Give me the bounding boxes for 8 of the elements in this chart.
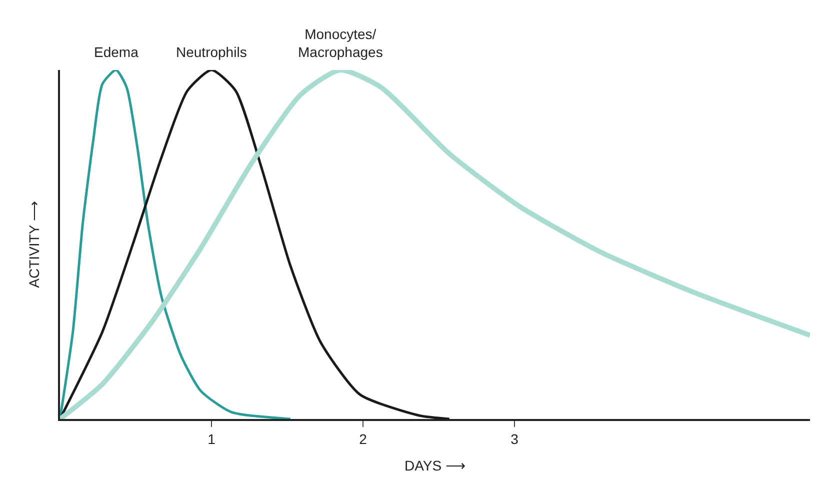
- series-label: Neutrophils: [176, 44, 247, 60]
- x-tick-label: 1: [208, 430, 216, 447]
- x-axis-title: DAYS ⟶: [404, 458, 466, 474]
- x-tick-label: 3: [510, 430, 519, 447]
- y-axis-title: ACTIVITY ⟶: [26, 201, 42, 288]
- series-label: Monocytes/ Macrophages: [298, 26, 383, 60]
- series-label: Edema: [94, 44, 139, 60]
- x-tick-label: 2: [359, 430, 368, 447]
